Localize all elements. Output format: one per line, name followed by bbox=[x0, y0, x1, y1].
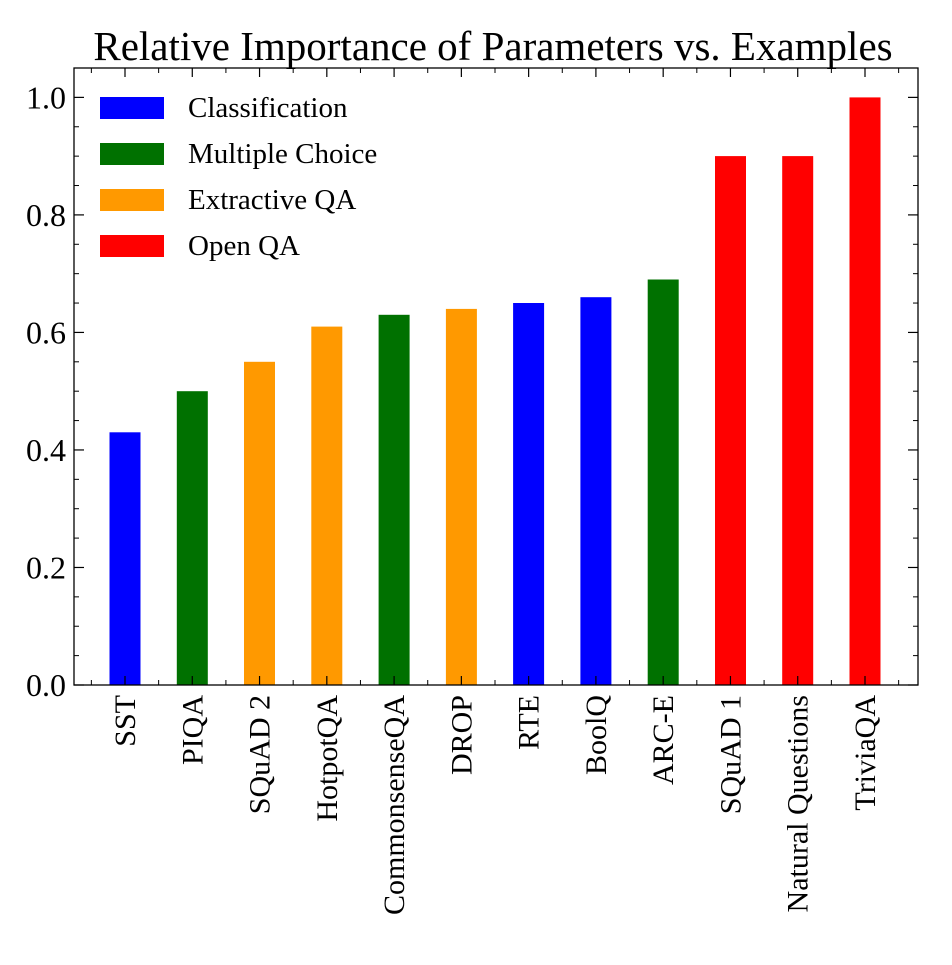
x-tick-label: DROP bbox=[445, 695, 478, 775]
bar-triviaqa bbox=[849, 97, 881, 685]
axis-ticks bbox=[74, 68, 918, 686]
y-tick-label: 0.6 bbox=[26, 314, 66, 350]
x-tick-label: SQuAD 1 bbox=[715, 695, 748, 814]
legend-swatch-open-qa bbox=[100, 235, 164, 257]
y-tick-label: 0.8 bbox=[26, 197, 66, 233]
x-tick-label: SST bbox=[109, 695, 142, 747]
bars-group bbox=[109, 97, 881, 686]
x-tick-label: SQuAD 2 bbox=[244, 695, 277, 814]
y-tick-label: 1.0 bbox=[26, 79, 66, 115]
legend-label-classification: Classification bbox=[188, 92, 348, 124]
legend-swatch-extractive-qa bbox=[100, 189, 164, 211]
bar-natural-questions bbox=[782, 156, 814, 686]
bar-boolq bbox=[580, 297, 612, 685]
legend: Classification Multiple Choice Extractive … bbox=[100, 92, 377, 262]
bar-sst bbox=[109, 432, 141, 685]
y-tick-label: 0.2 bbox=[26, 550, 66, 586]
plot-frame bbox=[73, 67, 919, 686]
bar-rte bbox=[513, 303, 545, 685]
x-tick-label: ARC-E bbox=[647, 695, 680, 785]
bar-drop bbox=[445, 308, 477, 685]
legend-label-multiple-choice: Multiple Choice bbox=[188, 138, 377, 170]
bar-squad-2 bbox=[244, 361, 275, 685]
x-tick-label: TriviaQA bbox=[849, 695, 882, 811]
legend-swatch-multiple-choice bbox=[100, 143, 164, 165]
bar-squad-1 bbox=[715, 156, 746, 686]
chart-title: Relative Importance of Parameters vs. Ex… bbox=[93, 23, 892, 69]
y-axis: 0.0 0.2 0.4 0.6 0.8 1.0 bbox=[26, 79, 66, 703]
bar-arc-e bbox=[647, 279, 679, 685]
y-tick-label: 0.0 bbox=[26, 667, 66, 703]
x-tick-label: Natural Questions bbox=[782, 695, 815, 912]
x-tick-label: RTE bbox=[513, 695, 546, 750]
legend-swatch-classification bbox=[100, 97, 164, 119]
x-tick-label: CommonsenseQA bbox=[378, 695, 411, 915]
x-axis: SST PIQA SQuAD 2 HotpotQA CommonsenseQA DROP R… bbox=[109, 695, 882, 915]
bar-commonsenseqa bbox=[378, 314, 410, 685]
x-tick-label: BoolQ bbox=[580, 695, 613, 775]
bar-piqa bbox=[176, 391, 208, 685]
legend-label-extractive-qa: Extractive QA bbox=[188, 184, 356, 216]
bar-hotpotqa bbox=[311, 326, 343, 685]
legend-label-open-qa: Open QA bbox=[188, 230, 300, 262]
x-tick-label: HotpotQA bbox=[311, 695, 344, 822]
x-tick-label: PIQA bbox=[176, 695, 209, 765]
y-tick-label: 0.4 bbox=[26, 432, 66, 468]
